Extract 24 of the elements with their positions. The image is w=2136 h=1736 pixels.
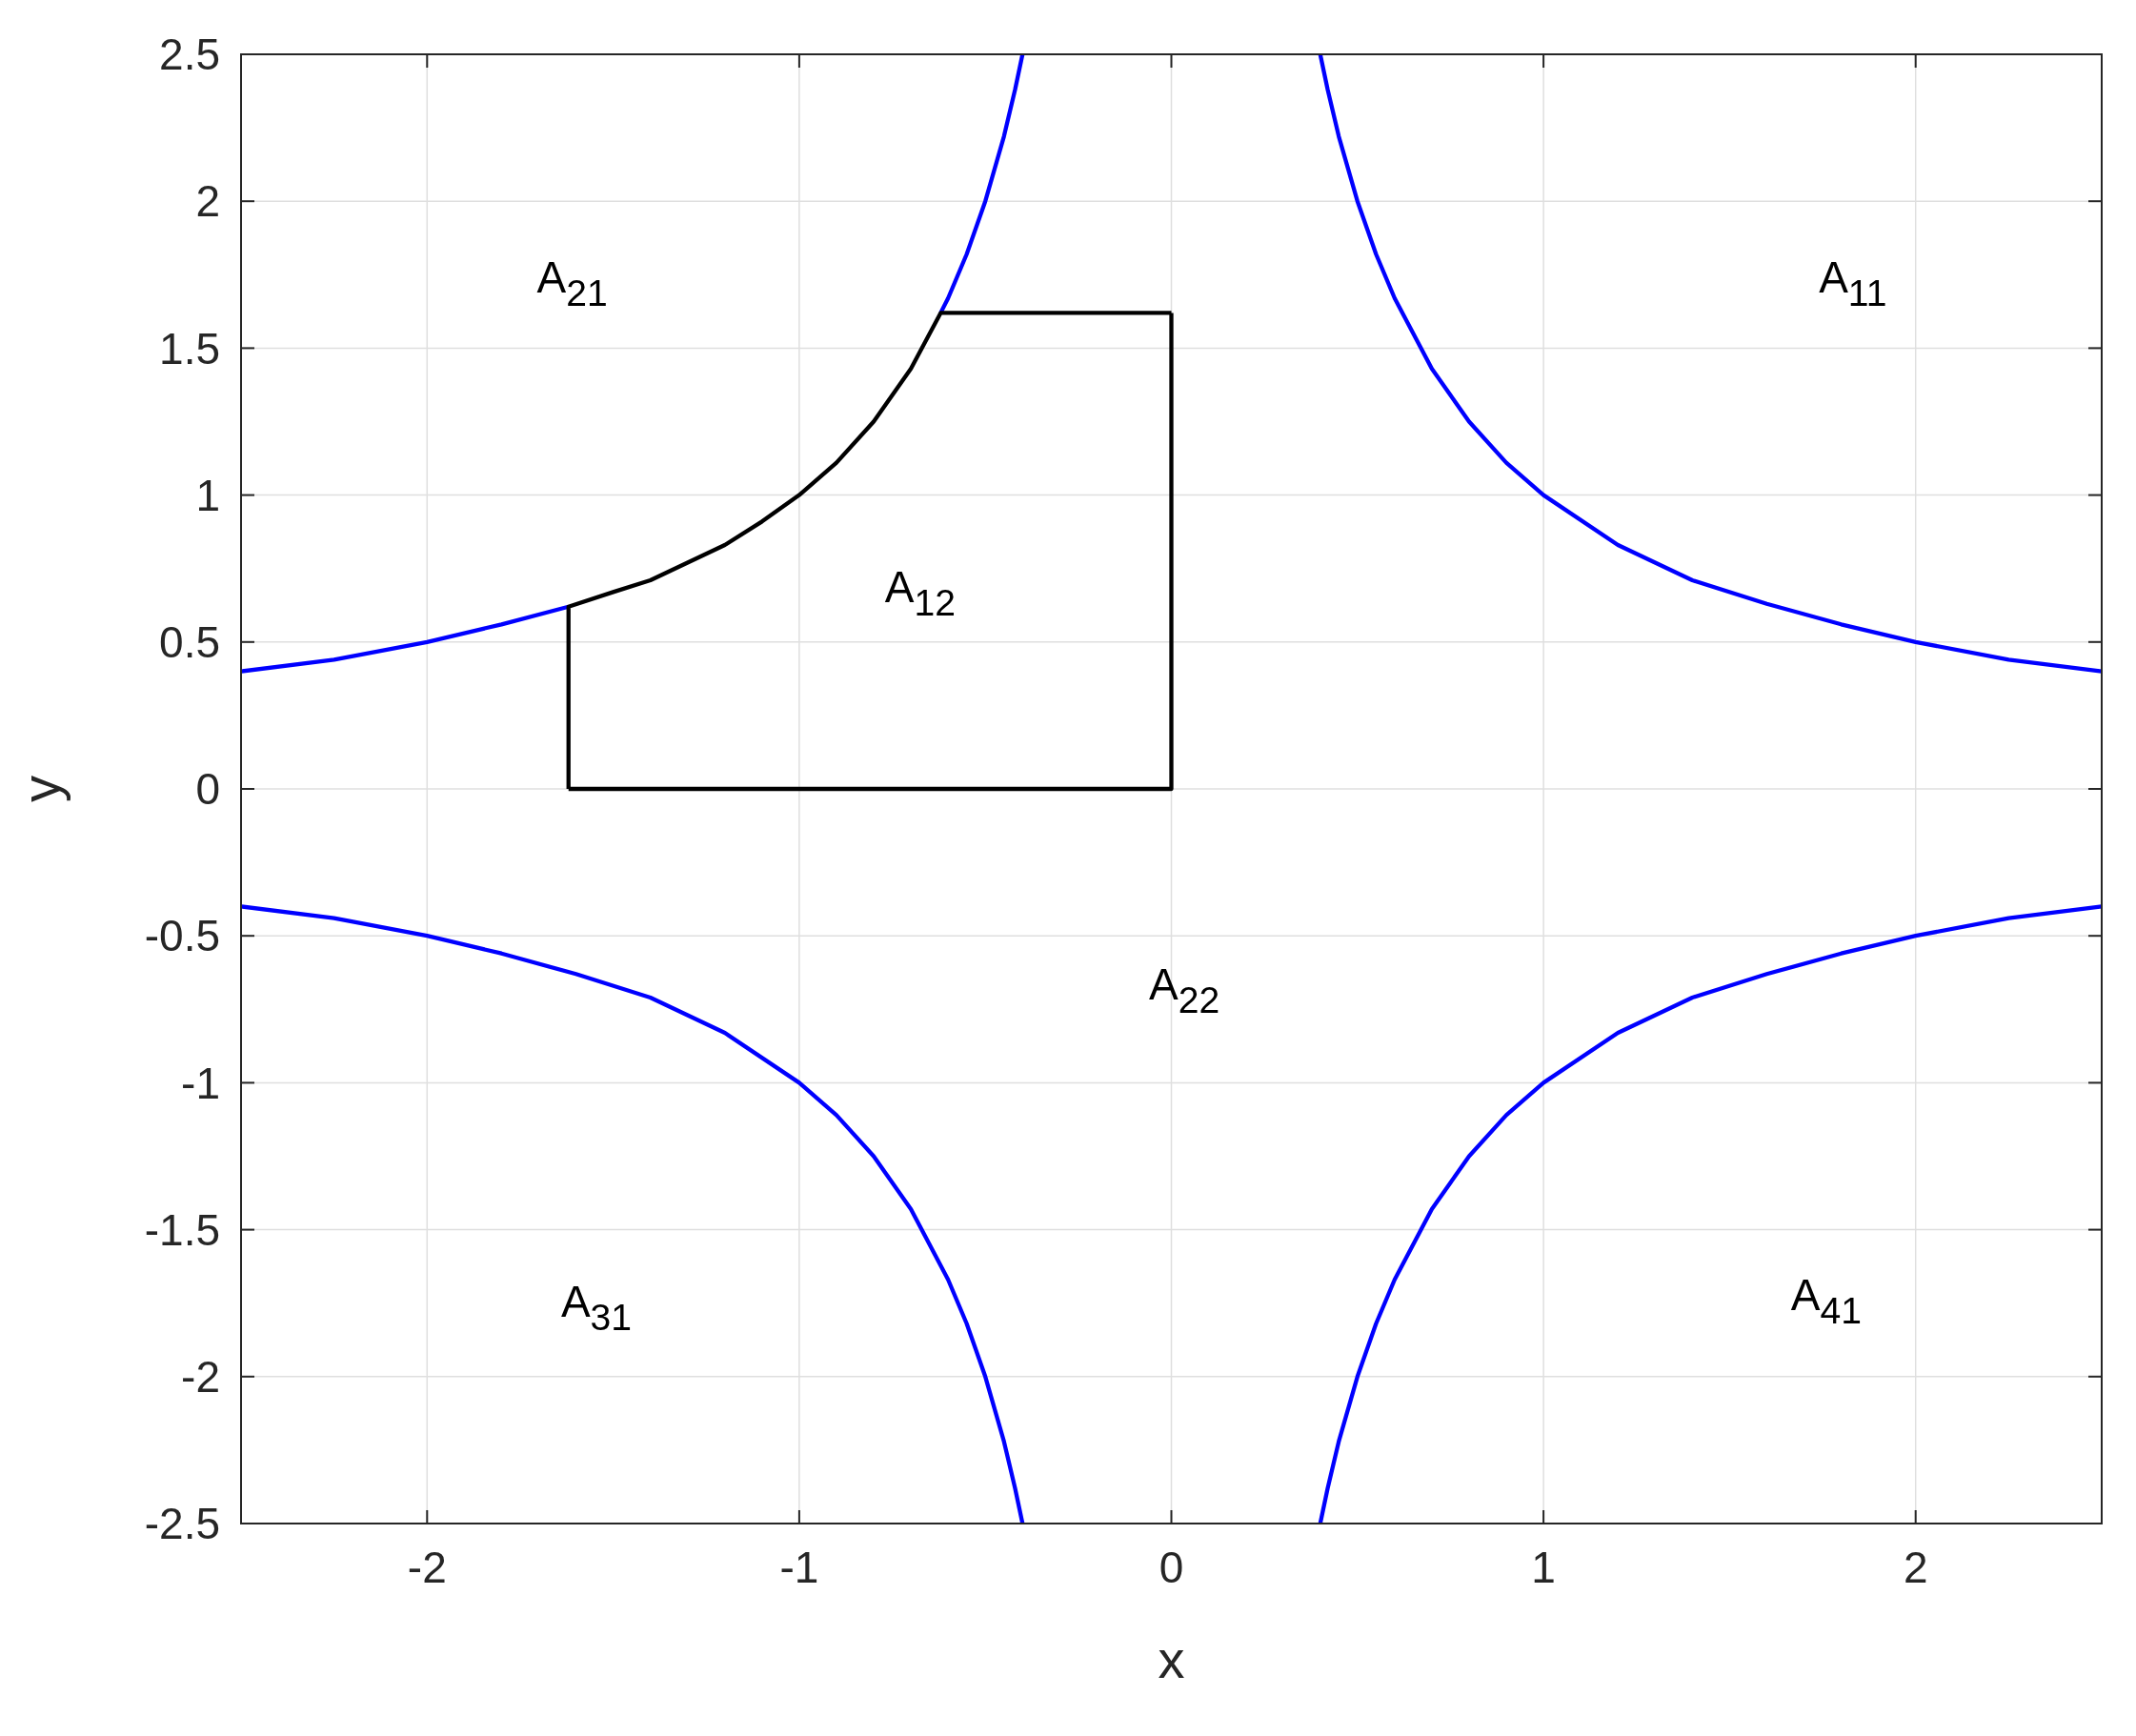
y-tick-label: -2 — [181, 1351, 220, 1402]
annotation: A$_{41}$ — [1790, 1270, 1863, 1332]
y-axis-title: y — [10, 776, 71, 802]
y-tick-label: 2 — [195, 176, 220, 227]
x-tick-label: 0 — [1159, 1543, 1184, 1592]
y-tick-label: 1.5 — [159, 323, 220, 373]
annotation: A$_{11}$ — [1819, 252, 1887, 313]
x-tick-label: -1 — [779, 1543, 819, 1592]
y-tick-label: 0.5 — [159, 616, 220, 667]
x-axis-title: x — [1158, 1629, 1185, 1689]
y-tick-label: -1.5 — [144, 1204, 220, 1255]
y-tick-label: -2.5 — [144, 1499, 220, 1549]
annotation: A$_{12}$ — [884, 562, 956, 623]
x-tick-label: -2 — [407, 1543, 447, 1592]
annotation: A$_{31}$ — [560, 1276, 633, 1338]
x-tick-label: 1 — [1531, 1543, 1556, 1592]
x-tick-label: 2 — [1903, 1543, 1928, 1592]
y-tick-label: -0.5 — [144, 911, 220, 961]
y-tick-label: 1 — [195, 470, 220, 520]
annotation: A$_{21}$ — [536, 252, 608, 313]
y-tick-label: -1 — [181, 1058, 220, 1108]
y-tick-label: 0 — [195, 764, 220, 815]
y-tick-label: 2.5 — [159, 30, 220, 80]
annotation: A$_{22}$ — [1149, 959, 1220, 1020]
